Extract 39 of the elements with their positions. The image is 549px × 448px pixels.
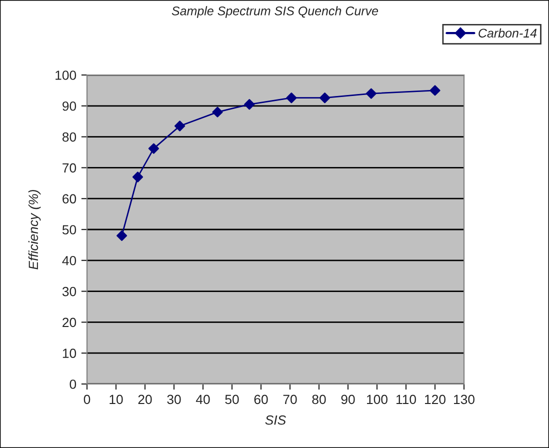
x-tick-label: 0 <box>84 394 90 404</box>
y-tick-label: 90 <box>62 101 76 111</box>
x-tick-label: 40 <box>196 394 210 404</box>
point <box>148 143 159 154</box>
x-tick-label: 130 <box>454 394 474 404</box>
x-tick-label: 110 <box>396 394 416 404</box>
y-tick-label: 80 <box>62 132 76 142</box>
point <box>320 92 330 104</box>
point <box>116 230 128 241</box>
x-tick-label: 70 <box>283 394 297 404</box>
y-tick-label: 60 <box>62 194 76 204</box>
chart-title: Sample Spectrum SIS Quench Curve <box>172 6 378 18</box>
point <box>430 85 440 96</box>
point <box>244 99 255 110</box>
x-tick-label: 20 <box>138 394 152 404</box>
x-tick-label: 60 <box>254 394 268 404</box>
y-tick-label: 10 <box>62 348 76 358</box>
point <box>212 106 223 118</box>
x-tick-label: 90 <box>341 394 355 404</box>
x-tick-label: 10 <box>110 394 123 404</box>
y-axis-title: Efficiency (%) <box>28 190 41 270</box>
point <box>132 172 144 182</box>
point <box>366 88 376 99</box>
y-tick-label: 50 <box>62 225 76 234</box>
y-tick-label: 0 <box>70 380 76 389</box>
point <box>286 92 297 104</box>
y-tick-label: 100 <box>56 70 76 80</box>
x-tick-label: 100 <box>367 394 388 404</box>
x-tick-label: 120 <box>425 394 446 404</box>
y-tick-label: 70 <box>62 163 76 173</box>
legend-label: Carbon-14 <box>478 28 537 38</box>
point <box>174 120 186 132</box>
x-axis-title: SIS <box>265 415 286 425</box>
x-tick-label: 80 <box>312 394 326 404</box>
y-tick-label: 30 <box>62 286 76 296</box>
y-tick-label: 20 <box>62 318 76 328</box>
x-tick-label: 50 <box>225 394 239 404</box>
x-tick-label: 30 <box>167 394 181 404</box>
y-tick-label: 40 <box>62 256 76 266</box>
